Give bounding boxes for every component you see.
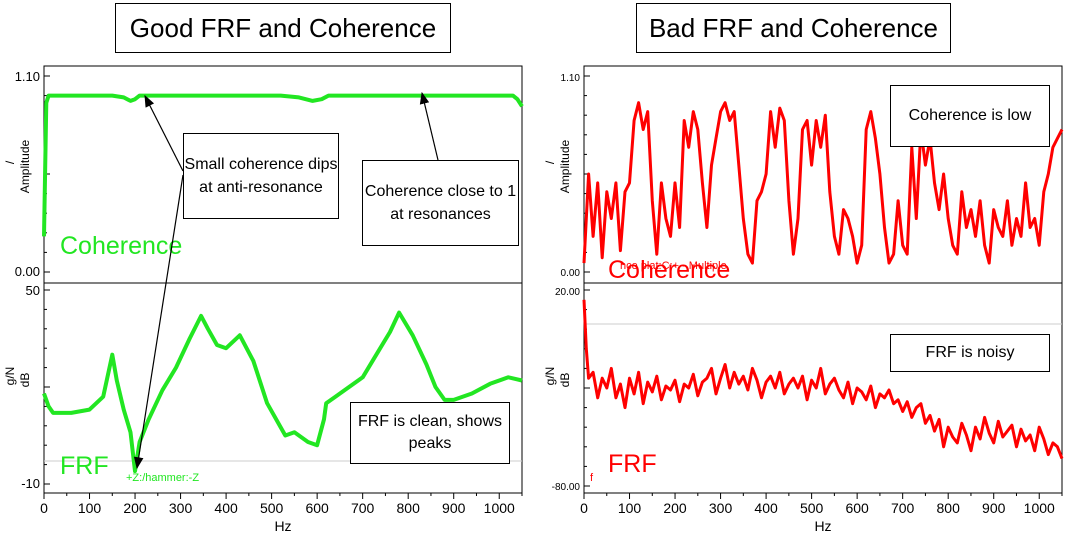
x-axis-label: Hz xyxy=(274,518,291,534)
x-tick-label: 600 xyxy=(845,500,869,516)
y-unit-label: / xyxy=(543,160,557,164)
bad-title: Bad FRF and Coherence xyxy=(636,3,951,53)
good-title: Good FRF and Coherence xyxy=(115,3,451,53)
x-axis-label: Hz xyxy=(814,518,831,534)
good-frf-x-axis: 0 100 200 300 400 500 600 700 800 900 1000 Hz xyxy=(40,493,523,534)
x-tick-label: 600 xyxy=(305,500,329,516)
x-tick-label: 400 xyxy=(754,500,778,516)
y-axis-label: Amplitude xyxy=(558,140,572,194)
callout-coh-low: Coherence is low xyxy=(890,85,1050,147)
frf-label: FRF xyxy=(608,450,657,478)
y-tick-label: 50 xyxy=(26,283,40,298)
x-tick-label: 1000 xyxy=(484,500,515,516)
good-frf-series-line xyxy=(42,310,523,474)
callout-frf-clean: FRF is clean, shows peaks xyxy=(350,402,510,464)
good-coherence-series-line xyxy=(42,93,524,237)
coherence-label: Coherence xyxy=(60,232,182,260)
x-tick-label: 500 xyxy=(260,500,284,516)
bad-coherence-series-line xyxy=(582,101,1064,265)
y-tick-label: 1.10 xyxy=(15,69,40,84)
x-tick-label: 700 xyxy=(891,500,915,516)
y-tick-label: 1.10 xyxy=(561,73,581,84)
x-tick-label: 0 xyxy=(40,500,48,516)
y-tick-label: -10 xyxy=(21,476,40,491)
y-unit-label: g/N xyxy=(3,367,17,386)
x-tick-label: 400 xyxy=(214,500,238,516)
x-tick-label: 900 xyxy=(442,500,466,516)
x-tick-label: 800 xyxy=(937,500,961,516)
y-tick-label: 0.00 xyxy=(15,264,40,279)
coherence-label: Coherence xyxy=(608,256,730,284)
arrow-to-coherence xyxy=(419,91,439,161)
x-tick-label: 900 xyxy=(982,500,1006,516)
callout-small-dips: Small coherence dips at anti-resonance xyxy=(183,133,339,219)
frf-label: FRF xyxy=(60,452,109,480)
y-axis-label: dB xyxy=(18,373,32,388)
x-tick-label: 0 xyxy=(580,500,588,516)
x-tick-label: 200 xyxy=(663,500,687,516)
small-mark: f xyxy=(590,472,594,484)
y-tick-label: 20.00 xyxy=(555,287,580,298)
callout-close-to-one: Coherence close to 1 at resonances xyxy=(362,160,519,246)
x-tick-label: 300 xyxy=(709,500,733,516)
y-tick-label: 0.00 xyxy=(561,268,581,279)
callout-arrows xyxy=(133,91,439,470)
y-unit-label: / xyxy=(3,160,17,164)
x-tick-label: 500 xyxy=(800,500,824,516)
y-axis-label: dB xyxy=(558,373,572,388)
x-tick-label: 700 xyxy=(351,500,375,516)
bad-frf-chart: 20.00 -80.00 g/N dB FRF f xyxy=(543,282,1064,494)
y-tick-label: -80.00 xyxy=(552,482,581,493)
x-tick-label: 800 xyxy=(397,500,421,516)
channel-annotation: +Z:/hammer:-Z xyxy=(126,472,199,484)
y-axis-label: Amplitude xyxy=(18,140,32,194)
x-tick-label: 300 xyxy=(169,500,193,516)
x-tick-label: 1000 xyxy=(1024,500,1055,516)
x-tick-label: 100 xyxy=(78,500,102,516)
arrow-to-antiresonance xyxy=(133,174,184,470)
x-tick-label: 100 xyxy=(618,500,642,516)
x-tick-label: 200 xyxy=(123,500,147,516)
y-unit-label: g/N xyxy=(543,367,557,386)
bad-frf-x-axis: 0 100 200 300 400 500 600 700 800 900 1000 Hz xyxy=(580,493,1063,534)
channel-annotation: nce plat:C:+ - Multiple xyxy=(620,260,727,272)
bad-frf-series-line xyxy=(582,299,1064,460)
callout-frf-noisy: FRF is noisy xyxy=(890,334,1050,372)
arrow-to-dip xyxy=(144,94,184,172)
